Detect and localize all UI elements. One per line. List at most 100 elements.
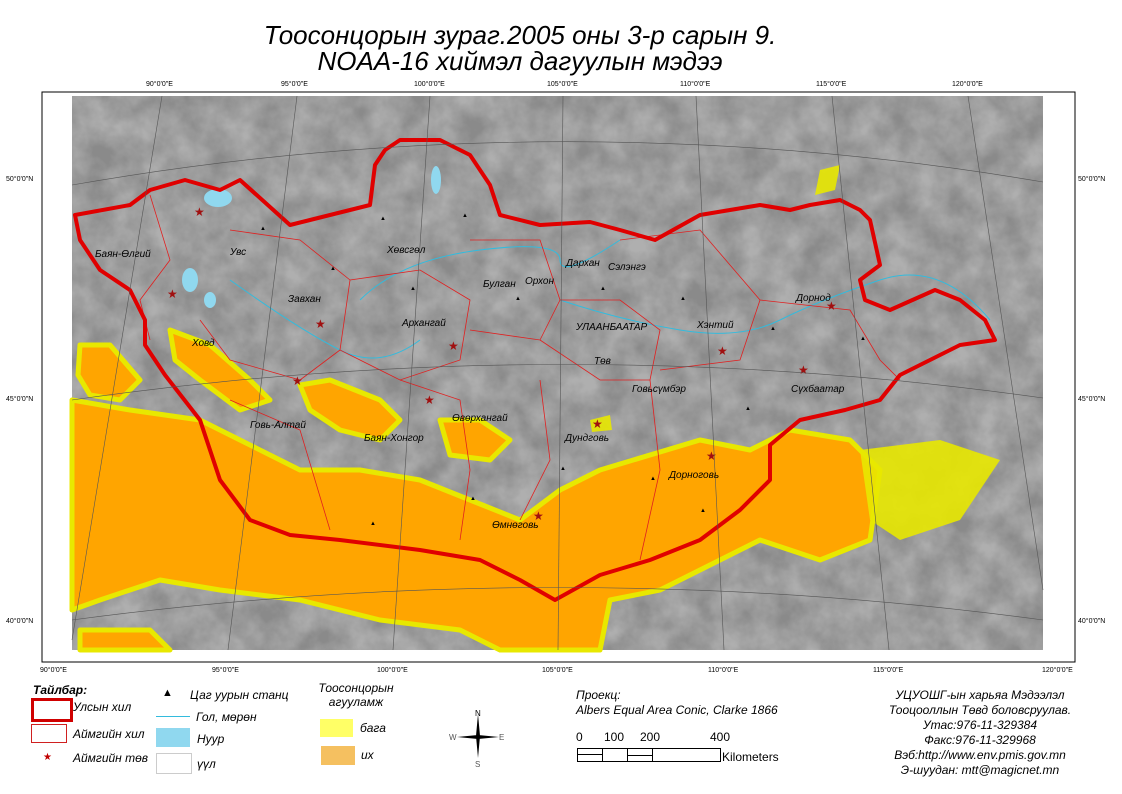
svg-text:▲: ▲ <box>470 496 476 502</box>
legend-national-border: Улсын хил <box>73 700 132 714</box>
svg-text:▲: ▲ <box>260 226 266 232</box>
aimag-center-icon: ★ <box>43 752 52 763</box>
svg-text:Сэлэнгэ: Сэлэнгэ <box>608 262 646 273</box>
svg-text:Говьсүмбэр: Говьсүмбэр <box>632 383 686 395</box>
svg-text:Дархан: Дархан <box>565 258 600 269</box>
svg-text:▲: ▲ <box>380 216 386 222</box>
projection-label: Проекц: <box>576 688 621 702</box>
svg-text:Дорноговь: Дорноговь <box>668 470 719 481</box>
lake-swatch <box>156 728 190 747</box>
legend-lake: Нуур <box>197 732 225 746</box>
legend-weather-station: Цаг уурын станц <box>190 688 289 702</box>
svg-text:105°0'0"E: 105°0'0"E <box>547 80 578 88</box>
svg-text:▲: ▲ <box>700 508 706 514</box>
scale-tick: 400 <box>710 730 731 744</box>
svg-text:100°0'0"E: 100°0'0"E <box>414 80 445 88</box>
svg-text:★: ★ <box>826 299 837 313</box>
credit-email: Э-шуудан: mtt@magicnet.mn <box>900 763 1060 777</box>
graticule-labels: 90°0'0"E 95°0'0"E 100°0'0"E 105°0'0"E 110°… <box>6 80 1105 674</box>
svg-text:W: W <box>449 733 457 742</box>
credit-fax: Факс:976-11-329968 <box>924 733 1036 747</box>
svg-text:Өвөрхангай: Өвөрхангай <box>452 413 508 424</box>
cloud-swatch <box>156 753 192 774</box>
svg-text:▲: ▲ <box>860 336 866 342</box>
map: ★ ★ ★ ★ ★ ★ ★ ★ ★ ★ ★ ★ ▲ ▲ ▲ ▲ ▲ ▲ ▲ ▲ ▲ ▲ ▲ ▲ ▲ ▲ ▲ ▲ 90°0'… <box>6 80 1105 674</box>
legend-aimag-border: Аймгийн хил <box>73 727 145 741</box>
svg-text:Төв: Төв <box>594 356 611 367</box>
map-title: Тоосонцорын зураг.2005 оны 3-р сарын 9. <box>263 20 777 50</box>
svg-text:45°0'0"N: 45°0'0"N <box>6 395 33 403</box>
svg-text:▲: ▲ <box>650 476 656 482</box>
svg-text:★: ★ <box>798 363 809 377</box>
svg-text:Говь-Алтай: Говь-Алтай <box>250 420 306 431</box>
svg-text:Завхан: Завхан <box>288 294 321 305</box>
lakes <box>182 166 441 308</box>
svg-text:110°0'0"E: 110°0'0"E <box>708 666 739 674</box>
svg-text:120°0'0"E: 120°0'0"E <box>1042 666 1073 674</box>
svg-text:★: ★ <box>706 449 717 463</box>
svg-text:110°0'0"E: 110°0'0"E <box>680 80 711 88</box>
credit-phone: Утас:976-11-329384 <box>922 718 1038 732</box>
svg-text:100°0'0"E: 100°0'0"E <box>377 666 408 674</box>
projection-value: Albers Equal Area Conic, Clarke 1866 <box>576 703 778 717</box>
svg-text:▲: ▲ <box>462 213 468 219</box>
svg-text:E: E <box>499 733 504 742</box>
svg-text:Өмнөговь: Өмнөговь <box>492 520 539 531</box>
legend-aimag-center: Аймгийн төв <box>73 751 149 765</box>
svg-text:★: ★ <box>194 205 205 219</box>
legend-river: Гол, мөрөн <box>196 710 257 724</box>
dust-low <box>590 165 1000 540</box>
credit-line: Тооцооллын Төвд боловсруулав. <box>888 703 1072 717</box>
svg-text:▲: ▲ <box>560 466 566 472</box>
svg-text:★: ★ <box>717 344 728 358</box>
scale-unit: Kilometers <box>722 750 779 764</box>
svg-text:▲: ▲ <box>745 406 751 412</box>
aimag-borders <box>139 194 901 561</box>
svg-text:▲: ▲ <box>370 521 376 527</box>
svg-text:★: ★ <box>424 393 435 407</box>
svg-text:Булган: Булган <box>483 279 516 290</box>
svg-text:★: ★ <box>315 317 326 331</box>
svg-text:40°0'0"N: 40°0'0"N <box>1078 617 1105 625</box>
aimag-labels: Баян-Өлгий Увс Ховд Завхан Хөвсгөл Архангай… <box>95 245 845 531</box>
credits: УЦУОШГ-ын харьяа Мэдээлэл Тооцооллын Төв… <box>860 688 1100 778</box>
svg-text:▲: ▲ <box>770 326 776 332</box>
scale-tick: 0 <box>576 730 583 744</box>
svg-text:★: ★ <box>592 417 603 431</box>
legend-heading: Тайлбар: <box>33 683 88 697</box>
svg-text:45°0'0"N: 45°0'0"N <box>1078 395 1105 403</box>
svg-text:120°0'0"E: 120°0'0"E <box>952 80 983 88</box>
legend-dust-low: бага <box>360 721 386 735</box>
svg-text:▲: ▲ <box>680 296 686 302</box>
svg-text:50°0'0"N: 50°0'0"N <box>6 175 33 183</box>
dust-high-swatch <box>321 746 355 765</box>
aimag-border-swatch <box>31 724 67 743</box>
legend-dust-high: их <box>361 748 374 762</box>
weather-station-markers: ▲ ▲ ▲ ▲ ▲ ▲ ▲ ▲ ▲ ▲ ▲ ▲ ▲ ▲ ▲ ▲ <box>260 213 866 527</box>
svg-text:▲: ▲ <box>515 296 521 302</box>
svg-text:Баян-Хонгор: Баян-Хонгор <box>364 433 424 444</box>
svg-text:▲: ▲ <box>410 286 416 292</box>
map-subtitle: NOAA-16 хиймэл дагуулын мэдээ <box>317 46 723 76</box>
svg-text:95°0'0"E: 95°0'0"E <box>212 666 239 674</box>
svg-text:Баян-Өлгий: Баян-Өлгий <box>95 249 151 260</box>
dust-low-swatch <box>320 719 353 737</box>
national-border-swatch <box>31 698 73 722</box>
credit-line: УЦУОШГ-ын харьяа Мэдээлэл <box>895 688 1065 702</box>
svg-text:▲: ▲ <box>330 266 336 272</box>
svg-text:90°0'0"E: 90°0'0"E <box>40 666 67 674</box>
svg-text:★: ★ <box>292 374 303 388</box>
svg-text:Архангай: Архангай <box>401 318 446 329</box>
svg-text:УЛААНБААТАР: УЛААНБААТАР <box>575 322 648 333</box>
svg-text:Дундговь: Дундговь <box>564 433 609 444</box>
svg-text:★: ★ <box>448 339 459 353</box>
svg-text:Хэнтий: Хэнтий <box>696 320 734 331</box>
svg-text:95°0'0"E: 95°0'0"E <box>281 80 308 88</box>
weather-station-icon: ▲ <box>162 687 173 699</box>
legend-dust-heading: Тоосонцорын агууламж <box>318 681 394 709</box>
svg-text:Орхон: Орхон <box>525 276 554 287</box>
scale-tick: 100 <box>604 730 625 744</box>
legend-cloud: үүл <box>197 757 216 771</box>
svg-text:N: N <box>475 709 481 718</box>
